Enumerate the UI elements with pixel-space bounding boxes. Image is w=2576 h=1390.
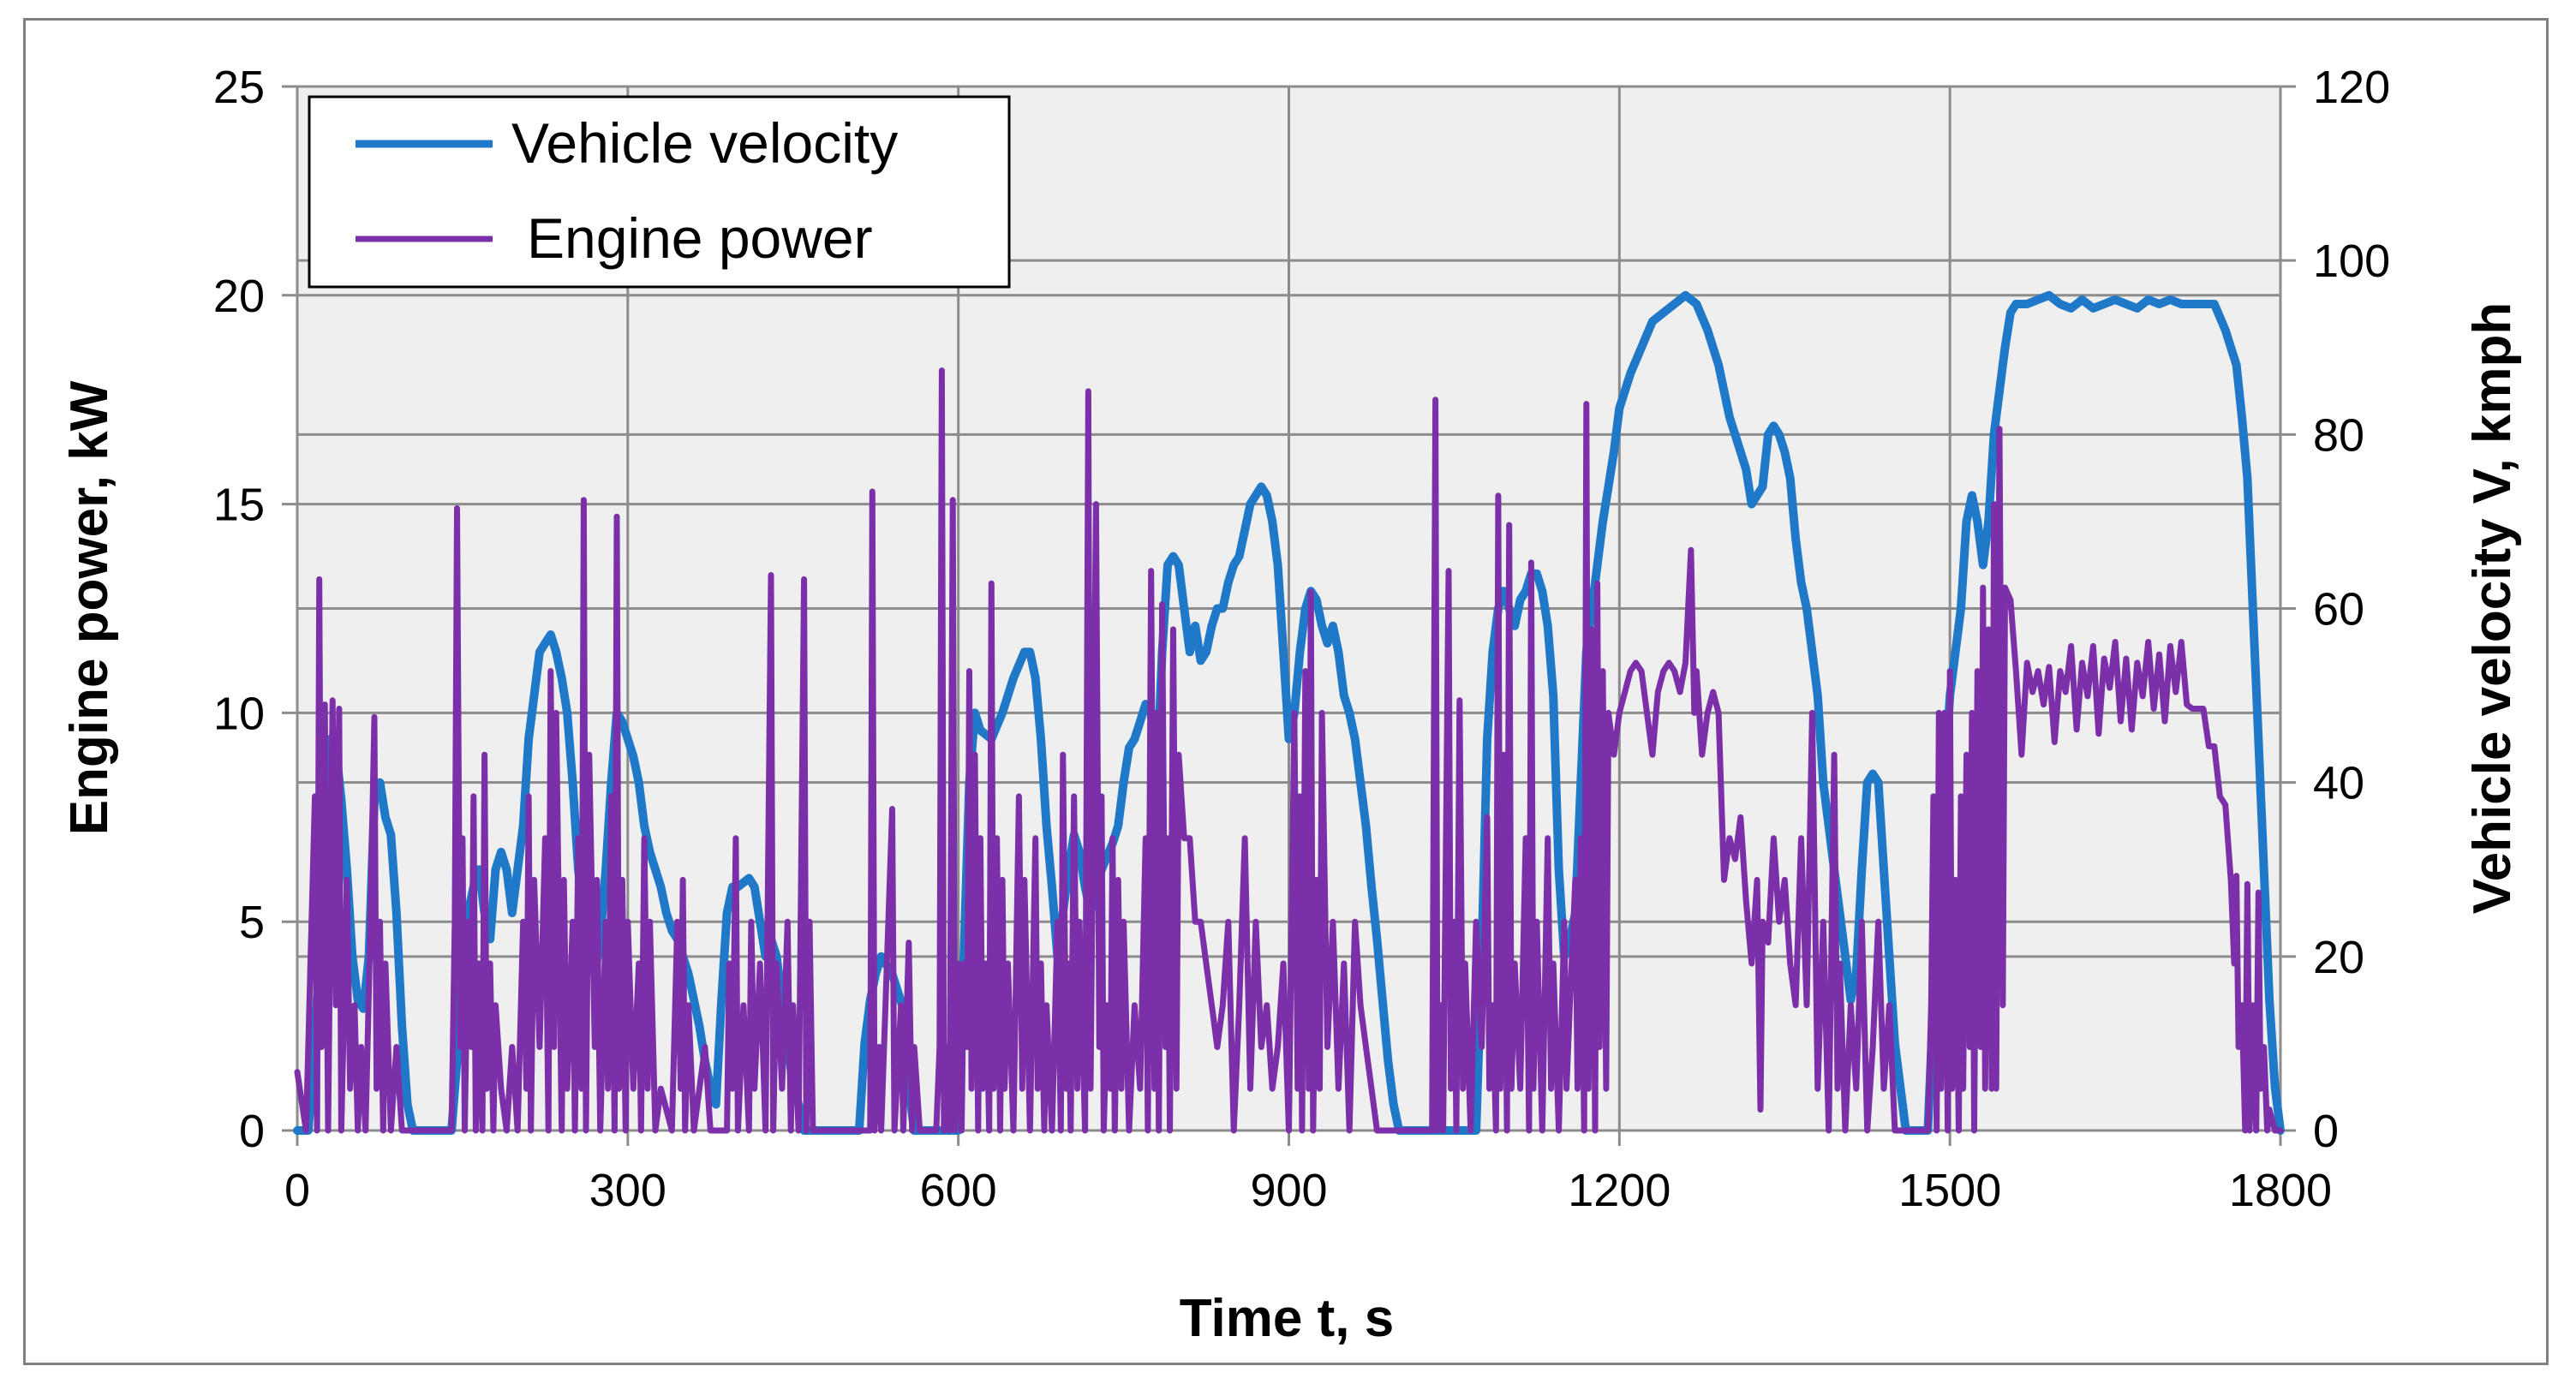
y-left-tick-label-0: 0 [239, 1106, 265, 1157]
x-tick-label-300: 300 [589, 1165, 666, 1216]
legend-box [308, 95, 1011, 289]
y-right-axis-ticks: 0 20 40 60 80 100 120 [2280, 62, 2390, 1157]
x-tick-label-1800: 1800 [2229, 1165, 2332, 1216]
x-tick-label-1200: 1200 [1568, 1165, 1671, 1216]
series-line-engine-power [294, 367, 2284, 1134]
y-right-tick-label-60: 60 [2313, 584, 2364, 635]
y-right-tick-label-120: 120 [2313, 62, 2390, 113]
x-tick-label-0: 0 [284, 1165, 310, 1216]
x-tick-label-600: 600 [920, 1165, 997, 1216]
y-left-tick-label-25: 25 [213, 62, 265, 113]
x-tick-label-900: 900 [1250, 1165, 1327, 1216]
x-axis-ticks: 0 300 600 900 1200 1500 1800 [284, 1130, 2332, 1216]
y-left-axis-title: Engine power, kW [60, 380, 119, 835]
y-left-tick-label-20: 20 [213, 271, 265, 322]
y-right-tick-label-20: 20 [2313, 932, 2364, 983]
y-left-axis-ticks: 0 5 10 15 20 25 [213, 62, 297, 1157]
y-right-tick-label-40: 40 [2313, 758, 2364, 809]
x-axis-title: Time t, s [1180, 1289, 1394, 1348]
y-right-tick-label-0: 0 [2313, 1106, 2339, 1157]
y-left-tick-label-5: 5 [239, 897, 265, 948]
legend-label-engine-power: Engine power [527, 206, 873, 270]
y-left-tick-label-15: 15 [213, 480, 265, 531]
series-layer [293, 290, 2285, 1135]
legend: Vehicle velocity Engine power [308, 95, 1011, 289]
legend-label-vehicle-velocity: Vehicle velocity [511, 111, 898, 175]
y-right-tick-label-80: 80 [2313, 409, 2364, 461]
y-right-tick-label-100: 100 [2313, 236, 2390, 287]
y-right-axis-title: Vehicle velocity V, kmph [2463, 302, 2522, 915]
x-tick-label-1500: 1500 [1898, 1165, 2001, 1216]
y-left-tick-label-10: 10 [213, 688, 265, 739]
